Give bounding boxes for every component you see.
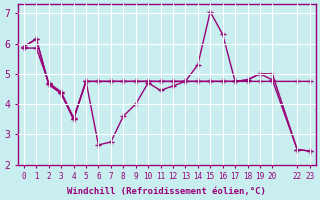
X-axis label: Windchill (Refroidissement éolien,°C): Windchill (Refroidissement éolien,°C) xyxy=(67,187,266,196)
